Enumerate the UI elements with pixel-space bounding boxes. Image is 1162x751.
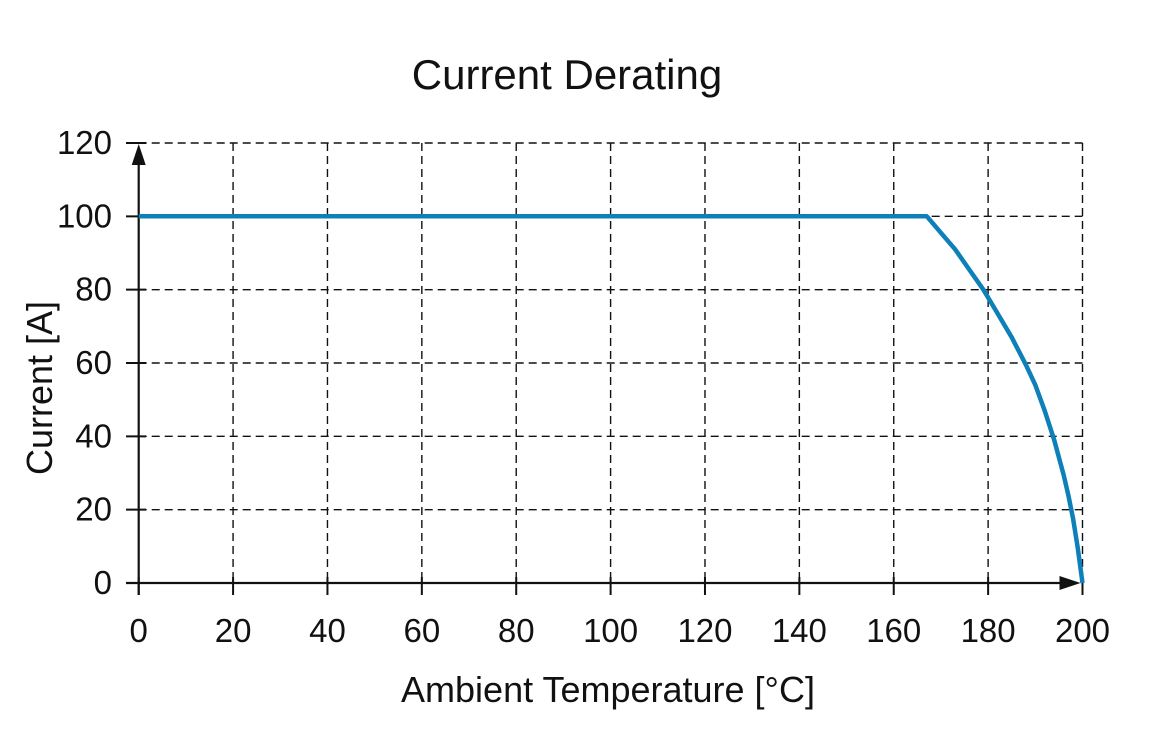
gridlines xyxy=(138,142,1084,583)
x-tick-label: 200 xyxy=(1055,612,1110,649)
x-tick-label: 120 xyxy=(677,612,732,649)
x-axis-arrow-icon xyxy=(1059,576,1081,590)
y-tick-label: 100 xyxy=(57,197,112,234)
y-axis-arrow-icon xyxy=(131,144,146,165)
y-tick-label: 80 xyxy=(75,271,112,308)
tick-labels: 0 20 40 60 80 100 120 140 160 180 200 0 20 40 60 80 100 1… xyxy=(57,124,1110,649)
x-tick-label: 180 xyxy=(961,612,1016,649)
y-tick-label: 20 xyxy=(75,491,112,528)
x-tick-label: 140 xyxy=(772,612,827,649)
y-tick-label: 60 xyxy=(75,344,112,381)
x-axis-title: Ambient Temperature [°C] xyxy=(401,669,815,710)
x-tick-label: 0 xyxy=(130,612,148,649)
y-tick-label: 120 xyxy=(57,124,112,161)
chart-title: Current Derating xyxy=(412,51,722,98)
x-tick-label: 60 xyxy=(403,612,440,649)
y-axis-title: Current [A] xyxy=(19,301,60,475)
derating-curve xyxy=(138,214,1085,584)
x-tick-label: 80 xyxy=(498,612,535,649)
x-tick-label: 160 xyxy=(866,612,921,649)
series xyxy=(138,214,1085,584)
x-tick-label: 40 xyxy=(309,612,346,649)
y-tick-label: 40 xyxy=(75,417,112,454)
axis-ticks xyxy=(126,142,1084,595)
y-tick-label: 0 xyxy=(94,564,112,601)
axes xyxy=(126,144,1081,595)
x-tick-label: 100 xyxy=(583,612,638,649)
x-tick-label: 20 xyxy=(215,612,252,649)
